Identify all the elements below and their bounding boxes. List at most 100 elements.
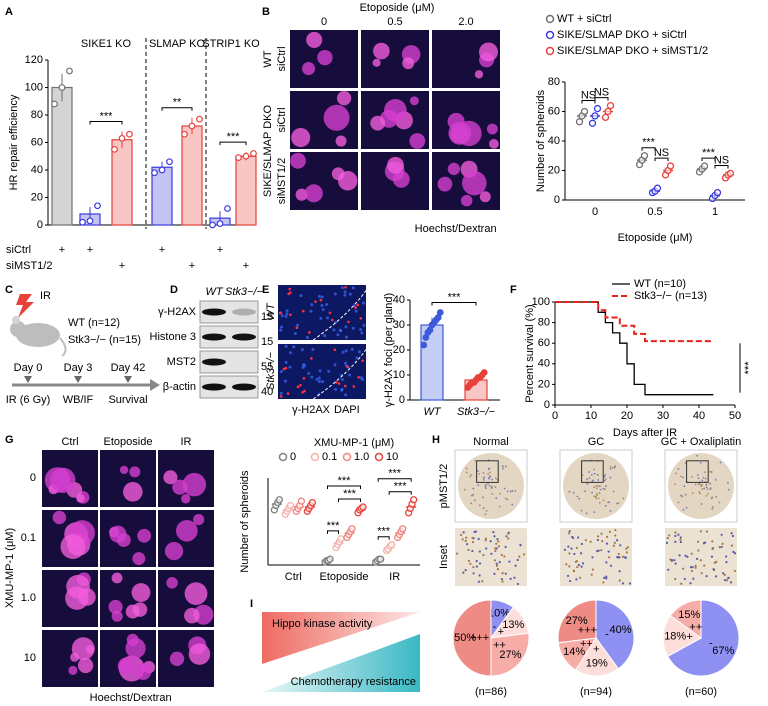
x-tick-label: 0 [592,206,598,218]
legend-label: 1.0 [354,451,369,463]
stain-dot [718,501,721,504]
stain-dot [679,536,682,539]
tissue-core [458,453,524,519]
spheroid [123,482,143,502]
nucleus [362,323,366,327]
spheroid [184,582,208,606]
stain-dot [477,580,481,583]
pie-slice [557,599,597,644]
significance: ** [173,97,182,109]
stain-dot [678,554,681,557]
stain-dot [506,490,509,493]
lightning [16,294,34,318]
stain-dot [503,555,506,558]
stain-dot [730,532,733,535]
stain-dot [506,498,509,501]
stain-dot [685,506,688,509]
stain-dot [689,566,693,569]
bracket [654,157,669,162]
row-label: 0.1 [21,532,36,544]
bracket [219,141,247,146]
stain-dot [609,564,613,567]
stain-dot [593,486,595,488]
stain-dot [476,470,479,472]
stain-dot [723,573,726,576]
y-tick-label: 0 [37,219,43,231]
row-label: 10 [24,652,36,664]
slice-category: +++ [470,632,489,644]
significance: *** [448,291,462,303]
day-arrow [24,376,32,383]
stain-dot [488,467,491,470]
column-label: GC [588,436,605,448]
bracket [377,536,390,540]
stain-dot [698,491,701,493]
mw-marker: 15 [261,336,273,348]
nucleus [321,308,325,312]
stain-dot [574,560,577,563]
spheroid [335,135,347,147]
blot-strip [199,300,259,324]
spheroid [387,156,404,174]
stain-dot [683,485,686,488]
foci [357,375,360,379]
data-point [580,107,589,116]
stain-dot [607,550,610,553]
stain-dot [504,497,507,500]
stain-dot [702,476,705,479]
stain-dot [686,555,689,558]
stain-dot [593,495,596,498]
stain-dot [694,566,697,569]
panel-letter: B [262,6,270,18]
row-label: siCtrl [276,107,288,132]
nucleus [301,365,305,369]
nucleus [288,365,292,369]
y-tick-label: 40 [393,294,405,306]
spheroid [409,133,426,149]
nucleus [317,380,321,384]
nucleus [344,349,348,353]
stain-dot [568,565,571,568]
stain-dot [568,530,571,533]
stain-dot [690,552,693,555]
pie-slice [667,599,740,677]
data-point [601,113,610,122]
x-tick-label: WT [423,406,441,418]
stain-dot [499,492,501,495]
foci [302,377,306,380]
slice-category: - [709,638,713,650]
stain-dot [604,488,606,491]
stain-dot [682,508,685,511]
nucleus [300,348,304,352]
stain-dot [494,549,497,552]
foci [337,382,341,385]
spheroid [486,123,498,135]
stain-dot [566,574,570,578]
data-point [666,162,675,170]
foci [284,366,288,370]
stain-dot [586,482,589,485]
column-label: 2.0 [458,16,473,28]
spheroid [372,58,381,67]
foci [361,359,364,362]
nucleus [317,376,321,380]
stain-dot [485,547,488,550]
pie-slice [662,614,702,657]
x-tick-label: 10 [585,410,597,422]
foci [335,381,338,384]
spheroid [370,115,386,131]
nucleus [279,391,283,395]
slice-label: 67% [712,645,734,657]
stain-dot [490,486,493,489]
stain-dot [595,497,598,500]
nucleus [321,380,325,384]
stain-label: /Dextran [130,692,172,704]
y-tick-label: 80 [548,76,560,88]
nucleus [280,314,284,318]
nucleus [317,294,321,298]
stain-dot [478,574,481,577]
stain-dot [711,540,714,543]
nucleus [307,371,311,375]
x-tick-label: 0 [552,410,558,422]
stain-dot [679,538,682,541]
